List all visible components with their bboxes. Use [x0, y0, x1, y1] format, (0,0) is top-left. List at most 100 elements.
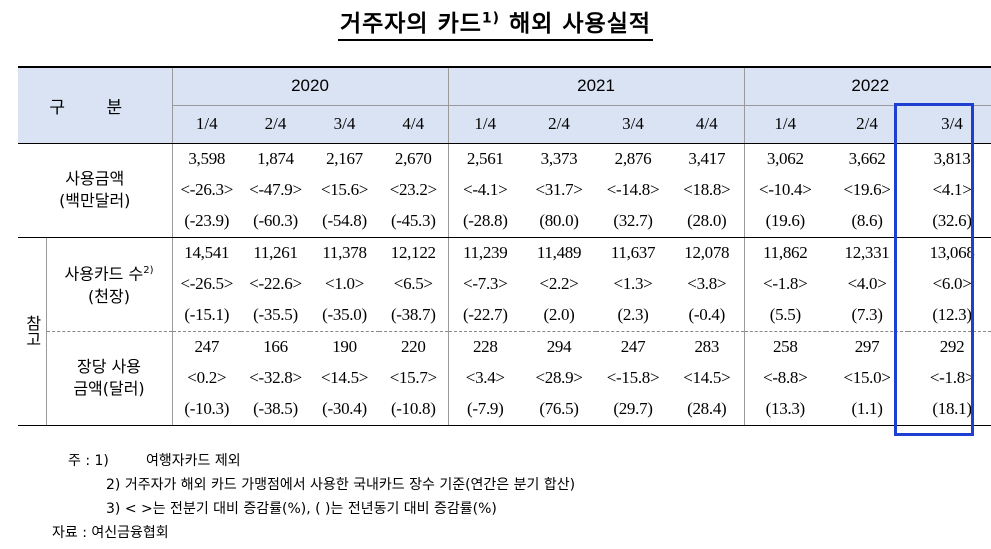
- yoy-change-cell: (29.7): [596, 393, 671, 426]
- header-quarter: 2/4: [241, 105, 310, 144]
- qoq-change-cell: <0.2>: [171, 362, 241, 394]
- value-cell: 297: [854, 337, 880, 356]
- qoq-change-cell: <18.8>: [683, 180, 731, 199]
- value-cell: 220: [400, 337, 426, 356]
- qoq-change-cell: <-14.8>: [606, 180, 660, 199]
- row-label-line2: (천장): [88, 286, 130, 306]
- title-rest: 해외 사용실적: [500, 11, 652, 37]
- table-body: 사용금액 (백만달러) 3,598 1,874 2,167 2,670 2,561 3,373…: [18, 143, 991, 426]
- qoq-change-cell: <-47.9>: [249, 180, 302, 199]
- yoy-change-cell: (-23.9): [171, 205, 241, 238]
- value-cell: 3,813: [933, 149, 971, 168]
- yoy-change-cell: (-30.4): [310, 393, 379, 426]
- qoq-change-cell: <3.8>: [687, 274, 727, 293]
- yoy-change-cell: (-0.4): [670, 299, 745, 332]
- footnote-1: 여행자카드 제외: [146, 453, 241, 469]
- title-footnote-mark: 1): [481, 10, 501, 27]
- value-cell: 11,862: [743, 237, 827, 269]
- qoq-change-cell: <4.0>: [847, 274, 887, 293]
- value-cell: 3,662: [848, 149, 886, 168]
- yoy-change-cell: (-35.0): [310, 299, 379, 332]
- header-corner: 구 분: [18, 67, 172, 144]
- value-cell: 12,122: [390, 243, 436, 262]
- value-cell: 12,331: [844, 243, 890, 262]
- value-cell: 3,598: [171, 143, 241, 175]
- header-quarter: 1/4: [171, 105, 241, 144]
- qoq-change-cell: <-15.8>: [606, 368, 660, 387]
- yoy-change-cell: (32.7): [596, 205, 671, 238]
- page-title: 거주자의 카드1) 해외 사용실적: [0, 4, 991, 41]
- qoq-change-cell: <-7.3>: [447, 268, 523, 300]
- value-cell: 2,670: [394, 149, 432, 168]
- qoq-change-cell: <15.6>: [320, 180, 369, 199]
- qoq-change-cell: <-1.8>: [929, 368, 975, 387]
- value-cell: 2,876: [614, 149, 652, 168]
- value-cell: 292: [939, 337, 965, 356]
- yoy-change-cell: (5.5): [743, 299, 827, 332]
- value-cell: 1,874: [257, 149, 294, 168]
- qoq-change-cell: <-26.3>: [171, 174, 241, 206]
- side-label-reference: 참고: [18, 237, 46, 426]
- qoq-change-cell: <3.4>: [447, 362, 523, 394]
- yoy-change-cell: (28.4): [670, 393, 745, 426]
- qoq-change-cell: <-26.5>: [171, 268, 241, 300]
- header-quarter: 2/4: [522, 105, 597, 144]
- yoy-change-cell: (1.1): [826, 393, 909, 426]
- yoy-change-cell: (-38.7): [379, 299, 449, 332]
- yoy-change-cell: (-22.7): [447, 299, 523, 332]
- qoq-change-cell: <-22.6>: [249, 274, 302, 293]
- table-row: 참고 사용카드 수2) (천장) 14,541 11,261 11,378 12,122 11…: [18, 237, 991, 426]
- table-row: 장당 사용 금액(달러) 247 166 190 220 228 294 247 283 258 29…: [18, 331, 991, 426]
- footnote-3: 3) < >는 전분기 대비 증감률(%), ( )는 전년동기 대비 증감률(…: [106, 501, 497, 517]
- header-quarter: 4/4: [670, 105, 745, 144]
- value-cell: 294: [546, 337, 572, 356]
- yoy-change-cell: (7.3): [826, 299, 909, 332]
- qoq-change-cell: <-8.8>: [743, 362, 827, 394]
- qoq-change-cell: <6.0>: [932, 274, 972, 293]
- yoy-change-cell: (19.6): [743, 205, 827, 238]
- value-cell: 11,489: [536, 243, 582, 262]
- header-quarter: 1/4: [743, 105, 827, 144]
- qoq-change-cell: <14.5>: [683, 368, 731, 387]
- value-cell: 11,637: [610, 243, 656, 262]
- yoy-change-cell: (-28.8): [447, 205, 523, 238]
- yoy-change-cell: (76.5): [522, 393, 597, 426]
- yoy-change-cell: (28.0): [670, 205, 745, 238]
- value-cell: 2,561: [447, 143, 523, 175]
- header-quarter: 3/4: [596, 105, 671, 144]
- header-year-2020: 2020: [171, 67, 449, 106]
- source-note: 자료 : 여신금융협회: [52, 525, 169, 541]
- value-cell: 258: [743, 331, 827, 363]
- header-quarter: 1/4: [447, 105, 523, 144]
- title-text: 거주자의 카드: [339, 11, 482, 37]
- yoy-change-cell: (-35.5): [241, 299, 310, 332]
- qoq-change-cell: <14.5>: [320, 368, 369, 387]
- value-cell: 3,417: [688, 149, 726, 168]
- qoq-change-cell: <31.7>: [535, 180, 583, 199]
- yoy-change-cell: (80.0): [522, 205, 597, 238]
- value-cell: 11,239: [447, 237, 523, 269]
- table-row: <0.2> <-32.8> <14.5> <15.7> <3.4> <28.9> <-15.…: [18, 362, 991, 394]
- qoq-change-cell: <23.2>: [389, 180, 437, 199]
- qoq-change-cell: <-32.8>: [249, 368, 302, 387]
- header-quarter: 3/4: [908, 105, 991, 144]
- yoy-change-cell: (-38.5): [241, 393, 310, 426]
- qoq-change-cell: <6.5>: [393, 274, 433, 293]
- header-quarter: 2/4: [826, 105, 909, 144]
- qoq-change-cell: <-10.4>: [743, 174, 827, 206]
- value-cell: 228: [447, 331, 523, 363]
- yoy-change-cell: (-45.3): [379, 205, 449, 238]
- yoy-change-cell: (2.0): [522, 299, 597, 332]
- header-quarter: 3/4: [310, 105, 379, 144]
- row-label-text: 사용금액: [65, 169, 125, 188]
- row-label-line2: 금액(달러): [73, 379, 145, 398]
- value-cell: 3,373: [540, 149, 578, 168]
- value-cell: 12,078: [684, 243, 730, 262]
- qoq-change-cell: <19.6>: [843, 180, 891, 199]
- header-quarter: 4/4: [379, 105, 449, 144]
- qoq-change-cell: <-4.1>: [447, 174, 523, 206]
- footnote-2: 2) 거주자가 해외 카드 가맹점에서 사용한 국내카드 장수 기준(연간은 분…: [106, 477, 576, 493]
- yoy-change-cell: (-54.8): [310, 205, 379, 238]
- value-cell: 13,068: [929, 243, 975, 262]
- yoy-change-cell: (-15.1): [171, 299, 241, 332]
